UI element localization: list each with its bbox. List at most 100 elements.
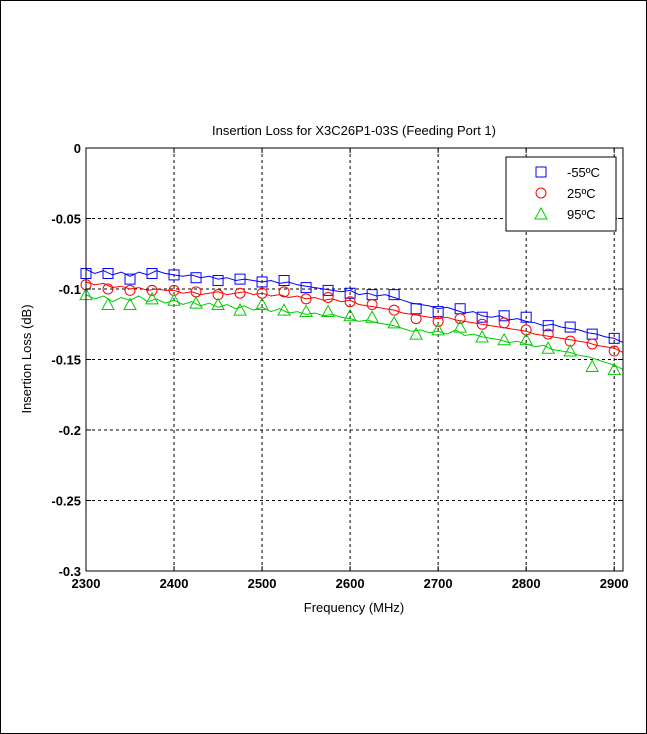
data-point	[278, 275, 290, 287]
legend-marker	[535, 187, 547, 199]
data-point	[431, 322, 445, 336]
data-point	[388, 289, 400, 301]
data-point	[102, 267, 114, 279]
legend-label: 25ºC	[567, 186, 596, 201]
data-point	[255, 297, 269, 311]
data-point	[366, 299, 378, 311]
data-point	[607, 362, 622, 375]
data-point	[564, 335, 576, 347]
data-point	[146, 284, 158, 296]
data-point	[234, 287, 246, 299]
data-point	[168, 284, 180, 296]
data-point	[300, 293, 312, 305]
data-point	[343, 308, 357, 322]
data-point	[322, 284, 334, 296]
data-point	[520, 324, 532, 336]
y-axis-label: Insertion Loss (dB)	[19, 304, 34, 413]
data-point	[608, 332, 620, 344]
x-tick-label: 2500	[248, 576, 277, 591]
data-point	[475, 329, 489, 343]
data-point	[102, 283, 114, 295]
data-point	[542, 328, 554, 340]
data-point	[365, 310, 379, 323]
legend-box	[505, 156, 617, 232]
data-point	[256, 276, 268, 288]
series-line	[85, 294, 624, 370]
data-point	[541, 341, 556, 354]
data-point	[212, 289, 224, 301]
data-point	[585, 359, 600, 373]
data-point	[124, 284, 136, 296]
data-point	[300, 282, 312, 294]
y-tick-label: 0	[74, 141, 81, 156]
data-point	[234, 273, 246, 285]
data-point	[344, 296, 356, 308]
data-point	[277, 303, 291, 316]
data-point	[189, 296, 203, 309]
x-tick-label: 2300	[72, 576, 101, 591]
data-point	[124, 273, 136, 285]
y-tick-label: -0.1	[59, 282, 81, 297]
y-tick-label: -0.05	[51, 212, 81, 227]
x-tick-label: 2700	[424, 576, 453, 591]
data-point	[542, 320, 554, 332]
series-layer	[79, 267, 624, 375]
series-line	[85, 281, 624, 353]
data-point	[409, 327, 423, 340]
data-point	[146, 267, 158, 279]
data-point	[432, 315, 444, 327]
data-point	[519, 332, 534, 346]
series-triangle	[79, 287, 624, 375]
data-point	[498, 310, 510, 322]
data-point	[388, 304, 400, 316]
data-point	[454, 313, 466, 325]
x-tick-label: 2900	[600, 576, 629, 591]
y-tick-label: -0.25	[51, 494, 81, 509]
data-point	[497, 332, 511, 346]
data-point	[233, 303, 247, 316]
legend-marker	[535, 166, 547, 178]
x-tick-label: 2600	[336, 576, 365, 591]
data-point	[344, 287, 356, 299]
data-point	[321, 304, 335, 318]
y-tick-label: -0.3	[59, 564, 81, 579]
data-point	[476, 311, 488, 323]
data-point	[278, 286, 290, 298]
grid	[86, 148, 623, 571]
x-axis-label: Frequency (MHz)	[304, 600, 404, 615]
legend-marker	[534, 206, 548, 220]
y-tick-label: -0.15	[51, 353, 81, 368]
data-point	[564, 321, 576, 333]
series-circle	[80, 279, 624, 357]
data-point	[211, 297, 225, 311]
axis-ticks: 2300 2400 2500 2600 2700 2800 2900 0 -0.05 -0.1 -0…	[51, 141, 628, 591]
data-point	[145, 291, 159, 305]
series-line	[85, 268, 624, 344]
data-point	[586, 338, 598, 350]
y-tick-label: -0.2	[59, 423, 81, 438]
data-point	[101, 297, 115, 311]
data-point	[212, 275, 224, 287]
data-point	[410, 313, 422, 325]
data-point	[123, 297, 137, 311]
data-point	[453, 320, 467, 333]
data-point	[299, 304, 313, 318]
legend-label: -55ºC	[567, 165, 600, 180]
data-point	[520, 311, 532, 323]
data-point	[476, 318, 488, 330]
data-point	[387, 315, 401, 329]
data-point	[167, 293, 181, 306]
legend: -55ºC 25ºC 95ºC	[505, 156, 617, 232]
data-point	[563, 343, 578, 357]
data-point	[190, 272, 202, 284]
data-point	[322, 291, 334, 303]
data-point	[168, 269, 180, 281]
legend-label: 95ºC	[567, 207, 596, 222]
data-point	[498, 317, 510, 329]
data-point	[608, 345, 620, 357]
x-tick-label: 2800	[512, 576, 541, 591]
chart-title: Insertion Loss for X3C26P1-03S (Feeding …	[212, 123, 496, 138]
x-tick-label: 2400	[160, 576, 189, 591]
